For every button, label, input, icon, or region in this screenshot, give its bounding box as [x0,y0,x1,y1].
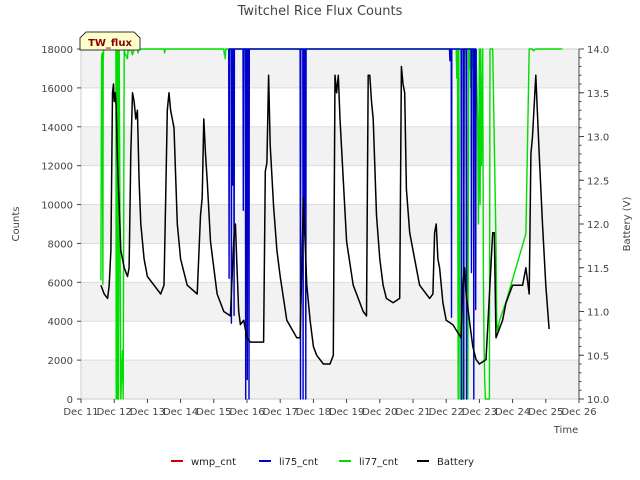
x-tick-label: Dec 18 [296,407,331,418]
background-band [81,360,579,399]
x-tick-label: Dec 21 [395,407,430,418]
y-axis-right: 10.0 10.5 11.0 11.5 12.0 12.5 13.0 13.5 14.0 [578,45,609,406]
y-tick-label: 6000 [48,278,73,289]
x-tick-label: Dec 24 [495,407,530,418]
y2-tick-label: 11.0 [587,308,609,319]
background-band [81,204,579,244]
y-tick-label: 16000 [41,84,73,95]
background-band [81,49,579,88]
y2-tick-label: 12.5 [587,176,609,187]
y-tick-label: 4000 [48,317,73,328]
series-layer [100,48,563,400]
chart-title: Twitchel Rice Flux Counts [237,4,403,19]
site-badge-label: TW_flux [88,38,132,49]
x-tick-label: Dec 20 [362,407,397,418]
y2-tick-label: 13.0 [587,133,609,144]
y-tick-label: 12000 [41,162,73,173]
background-band [81,126,579,166]
y2-tick-label: 10.5 [587,351,609,362]
y-tick-label: 10000 [41,201,73,212]
series-line-Battery [100,65,550,365]
x-axis-title: Time [553,425,578,436]
y-tick-label: 14000 [41,123,73,134]
y-tick-label: 2000 [48,356,73,367]
x-tick-label: Dec 12 [97,407,132,418]
x-tick-label: Dec 22 [429,407,464,418]
plot-background-bands [81,49,579,399]
x-tick-label: Dec 11 [63,407,98,418]
x-tick-label: Dec 15 [196,407,231,418]
y2-tick-label: 11.5 [587,264,609,275]
site-badge: TW_flux [79,31,141,51]
x-tick-label: Dec 17 [263,407,298,418]
legend: wmp_cnt li75_cnt li77_cnt Battery [171,457,474,468]
y2-tick-label: 13.5 [587,89,609,100]
y-tick-label: 0 [67,395,73,406]
y2-tick-label: 12.0 [587,220,609,231]
legend-label-wmp-cnt: wmp_cnt [191,457,236,468]
series-line-li75-cnt [227,48,477,400]
series-line-li77-cnt [100,48,563,400]
x-tick-label: Dec 14 [163,407,198,418]
y-tick-label: 18000 [41,45,73,56]
y2-tick-label: 10.0 [587,395,609,406]
y-axis-left: 0 2000 4000 6000 8000 10000 12000 14000 16000 180… [41,45,81,406]
y-axis-title: Counts [11,207,22,242]
y2-axis-title: Battery (V) [622,196,633,251]
y2-tick-label: 14.0 [587,45,609,56]
x-tick-label: Dec 26 [561,407,596,418]
legend-label-li75-cnt: li75_cnt [279,457,318,468]
x-tick-label: Dec 16 [229,407,264,418]
x-tick-label: Dec 13 [130,407,165,418]
legend-label-Battery: Battery [437,457,474,468]
y-tick-label: 8000 [48,239,73,250]
legend-label-li77-cnt: li77_cnt [359,457,398,468]
x-tick-label: Dec 19 [329,407,364,418]
x-tick-label: Dec 25 [528,407,563,418]
x-tick-label: Dec 23 [462,407,497,418]
